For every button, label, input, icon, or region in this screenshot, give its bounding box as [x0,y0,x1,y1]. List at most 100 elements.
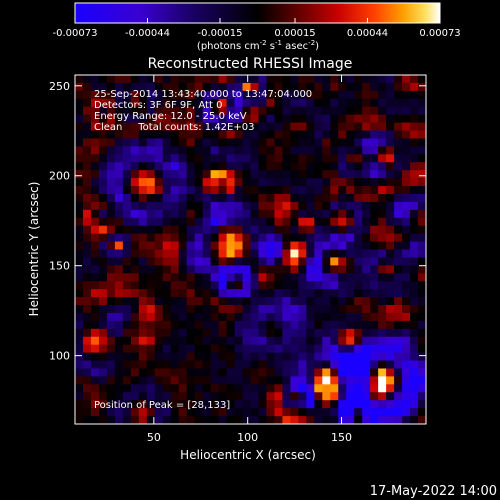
heatmap-cell [202,193,212,203]
heatmap-cell [402,98,411,108]
heatmap-cell [242,154,252,163]
heatmap-cell [90,90,100,100]
heatmap-cell [378,265,387,274]
heatmap-cell [282,217,291,227]
heatmap-cell [162,273,172,282]
heatmap-cell [394,344,403,354]
heatmap-cell [202,297,212,306]
heatmap-cell [354,336,363,346]
heatmap-cell [122,336,132,346]
heatmap-cell [290,162,299,171]
heatmap-cell [282,225,291,235]
heatmap-cell [370,217,379,227]
heatmap-cell [202,312,212,322]
heatmap-cell [386,154,395,163]
heatmap-cell [378,320,387,330]
heatmap-cell [202,320,212,330]
heatmap-cell [298,400,307,409]
heatmap-cell [242,233,252,243]
heatmap-cell [250,336,260,346]
heatmap-cell [282,82,291,92]
heatmap-cell [154,98,164,108]
heatmap-cell [138,408,148,417]
heatmap-cell [290,193,299,203]
heatmap-cell [330,225,339,235]
heatmap-cell [274,146,284,155]
heatmap-cell [146,265,156,274]
heatmap-cell [250,273,260,282]
heatmap-cell [154,249,164,259]
heatmap-cell [282,130,291,140]
heatmap-cell [298,162,307,171]
heatmap-cell [418,328,426,338]
heatmap-cell [234,162,244,171]
heatmap-cell [410,289,419,298]
heatmap-cell [178,408,188,417]
heatmap-cell [162,408,172,417]
heatmap-cell [290,344,299,354]
heatmap-cell [170,122,180,132]
heatmap-cell [402,384,411,393]
heatmap-cell [362,360,371,370]
heatmap-cell [402,281,411,290]
heatmap-cell [162,98,172,108]
heatmap-cell [178,75,188,84]
heatmap-cell [242,106,252,116]
heatmap-cell [138,170,148,179]
heatmap-cell [130,201,140,211]
heatmap-cell [362,209,371,219]
heatmap-cell [306,360,315,370]
heatmap-cell [330,217,339,227]
y-tick-label: 200 [49,170,70,183]
heatmap-cell [346,209,355,219]
heatmap-cell [298,281,307,290]
heatmap-cell [250,209,260,219]
heatmap-cell [194,376,204,385]
heatmap-cell [362,376,371,385]
heatmap-cell [114,273,124,282]
heatmap-cell [210,257,220,266]
heatmap-cell [154,106,164,116]
heatmap-cell [258,376,268,385]
heatmap-cell [90,281,100,290]
heatmap-cell [75,257,84,266]
heatmap-cell [194,106,204,116]
heatmap-cell [298,344,307,354]
heatmap-cell [82,328,92,338]
heatmap-cell [234,193,244,203]
heatmap-cell [82,281,92,290]
heatmap-cell [282,289,291,298]
heatmap-cell [402,312,411,322]
heatmap-cell [178,178,188,187]
heatmap-cell [394,154,403,163]
heatmap-cell [82,344,92,354]
heatmap-cell [242,225,252,235]
heatmap-cell [298,186,307,195]
heatmap-cell [338,178,347,187]
heatmap-cell [418,297,426,306]
heatmap-cell [162,201,172,211]
heatmap-cell [98,320,108,330]
heatmap-cell [106,146,116,155]
heatmap-cell [170,241,180,251]
heatmap-cell [330,154,339,163]
heatmap-cell [274,75,284,84]
heatmap-cell [202,82,212,92]
heatmap-cell [258,384,268,393]
heatmap-cell [146,209,156,219]
heatmap-cell [282,75,291,84]
heatmap-cell [138,186,148,195]
heatmap-cell [346,408,355,417]
heatmap-cell [202,138,212,147]
heatmap-cell [394,368,403,378]
heatmap-cell [146,249,156,259]
heatmap-cell [298,249,307,259]
heatmap-cell [106,352,116,362]
heatmap-cell [106,162,116,171]
heatmap-cell [266,209,276,219]
heatmap-cell [186,122,196,132]
heatmap-cell [258,225,268,235]
heatmap-cell [194,257,204,266]
heatmap-cell [354,154,363,163]
heatmap-cell [266,320,276,330]
